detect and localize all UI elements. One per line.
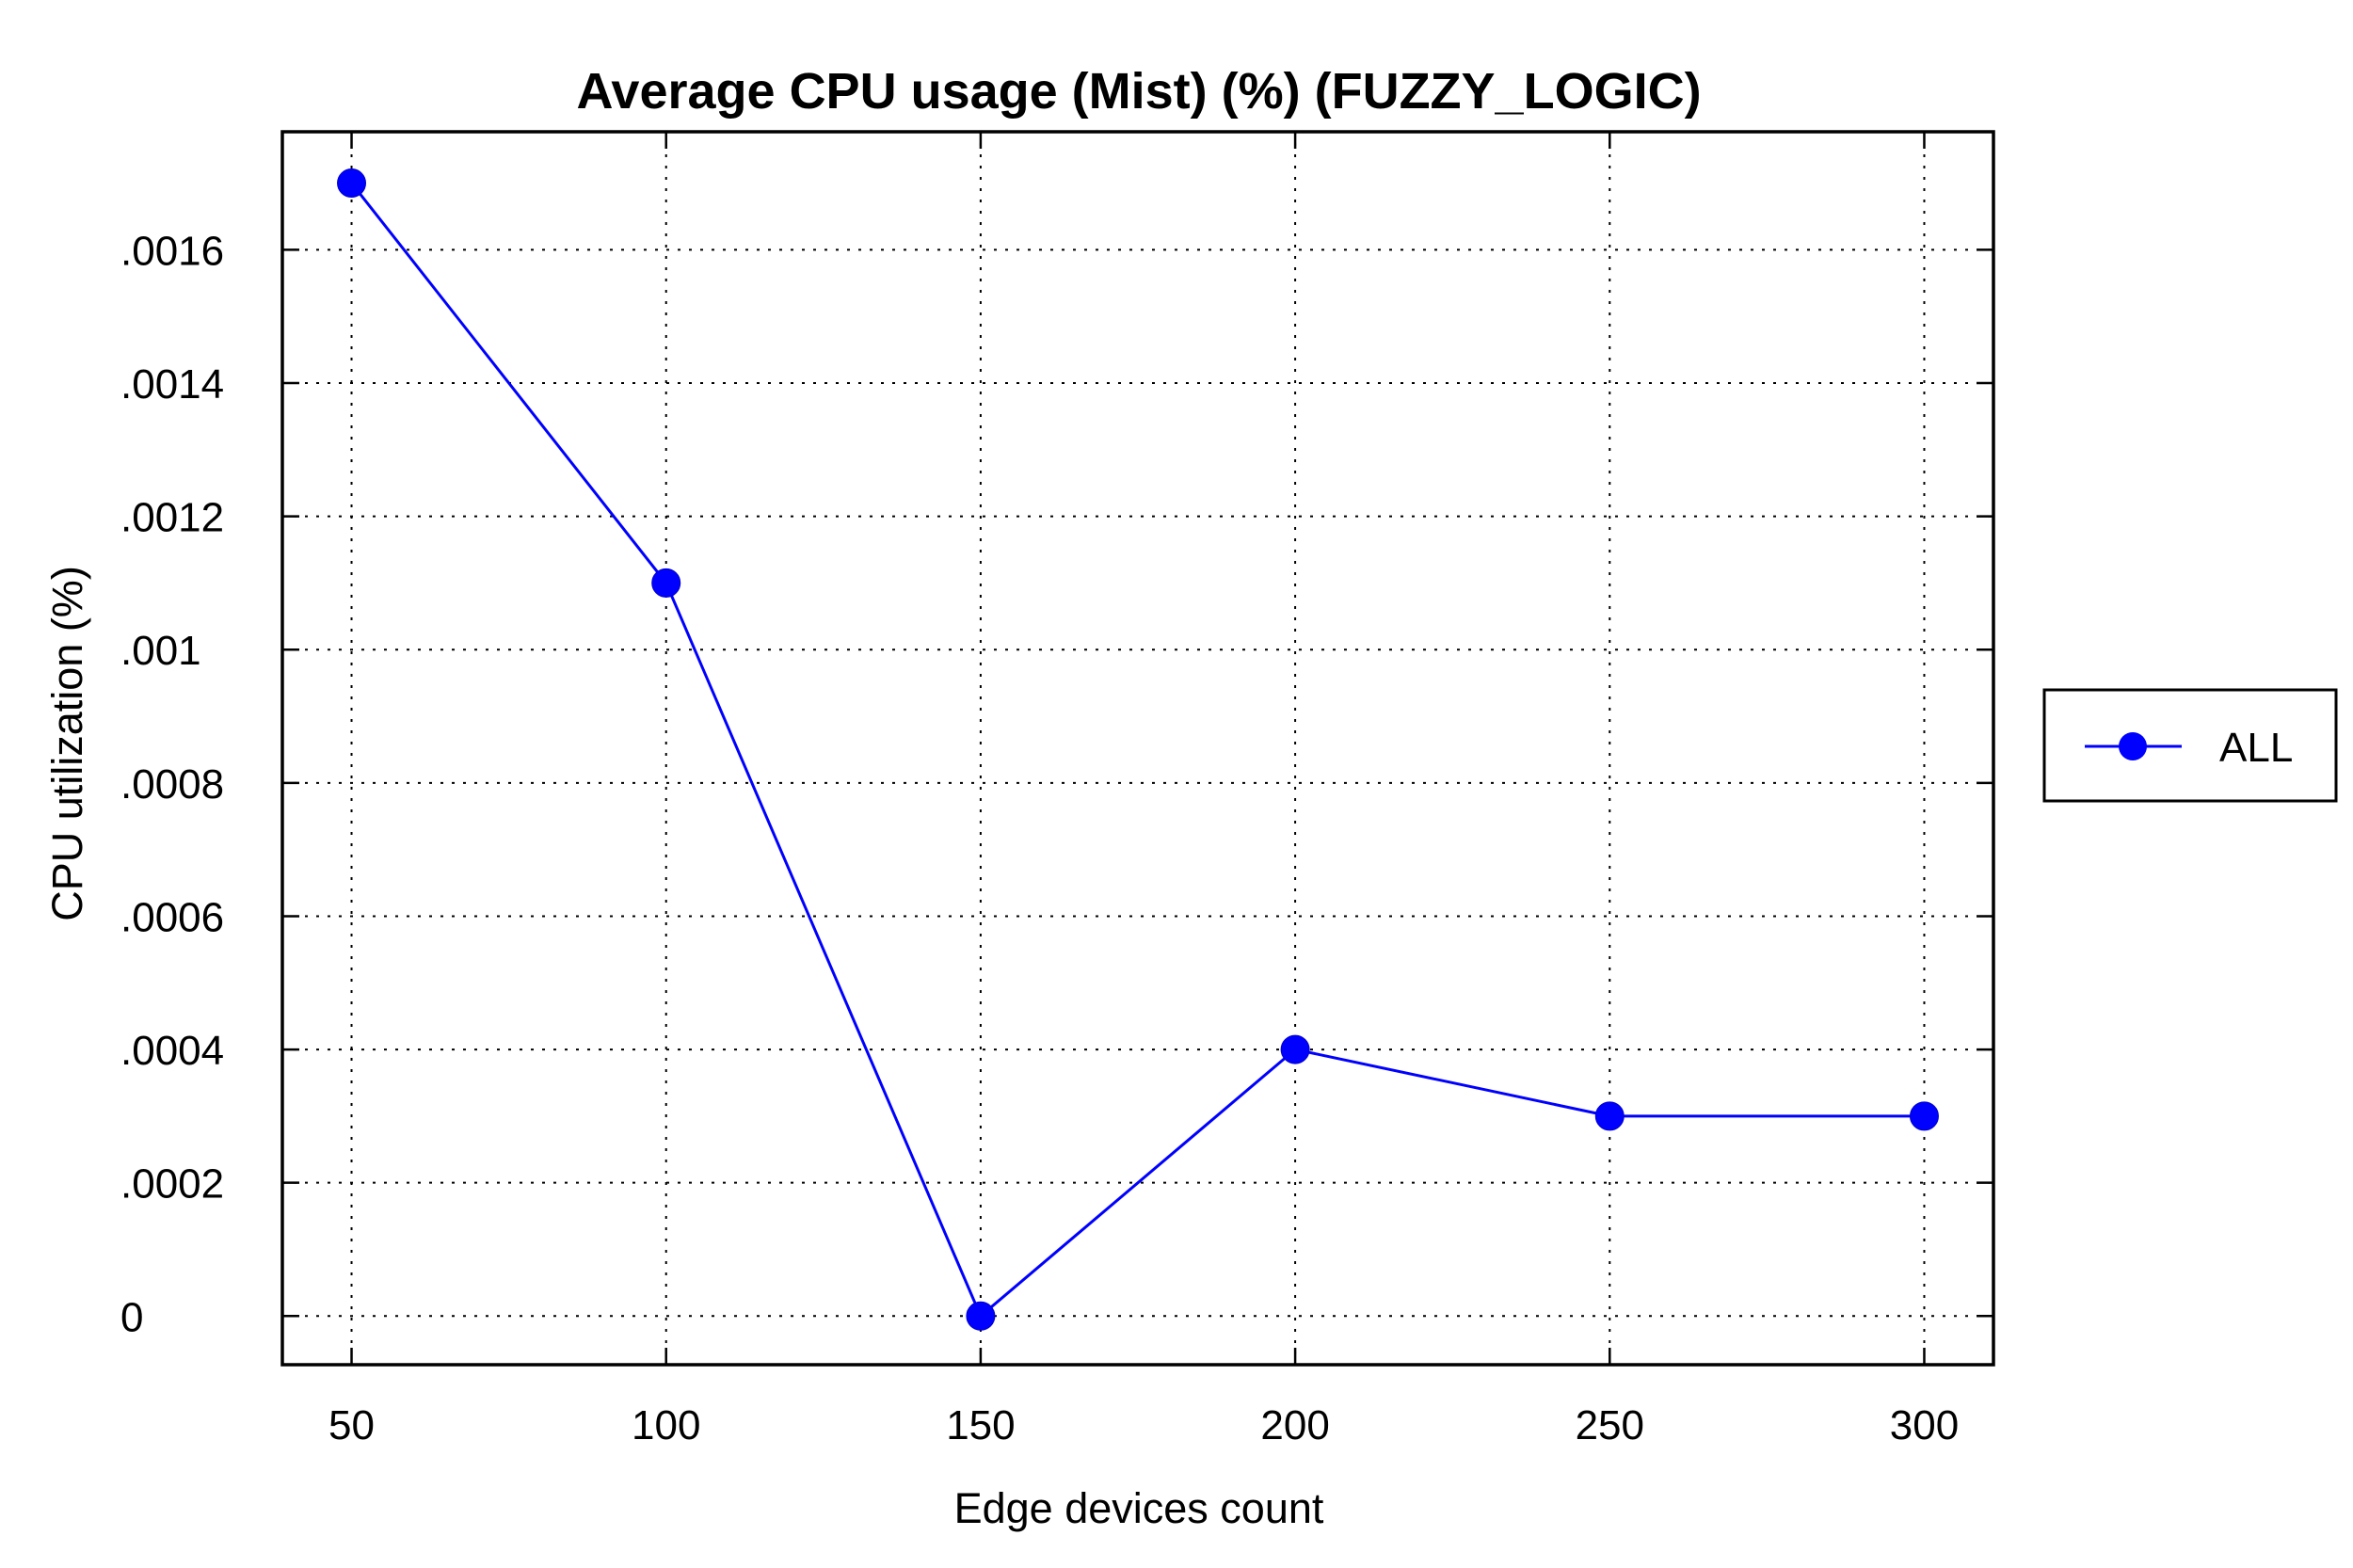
x-tick-label: 250 [1576,1402,1644,1448]
data-point [966,1301,996,1331]
y-tick-label: .0002 [120,1161,224,1208]
x-tick-label: 300 [1890,1402,1959,1448]
y-tick-label: .0016 [120,228,224,274]
y-tick-label: .0014 [120,361,224,408]
x-tick-label: 100 [632,1402,700,1448]
y-tick-label: .0008 [120,761,224,808]
y-tick-label: .0004 [120,1028,224,1074]
legend: ALL [2042,688,2338,803]
y-tick-label: .0012 [120,495,224,541]
y-tick-label: 0 [120,1294,143,1340]
legend-label: ALL [2219,725,2293,771]
x-tick-label: 150 [946,1402,1015,1448]
data-point [651,568,681,598]
data-point [337,168,367,199]
y-axis-label: CPU utilization (%) [43,566,91,921]
data-point [1909,1101,1939,1131]
plot-frame [280,130,1995,1367]
axis-ticks: 50 100 150 200 250 300 0 .0002 .0004 .0006 .0008 .0… [120,132,1993,1448]
chart-title: Average CPU usage (Mist) (%) (FUZZY_LOGI… [576,63,1701,120]
series-line [350,182,1925,1319]
grid [282,132,1993,1365]
x-tick-label: 50 [328,1402,375,1448]
y-tick-label: .001 [120,628,201,674]
x-tick-label: 200 [1260,1402,1329,1448]
x-axis-label: Edge devices count [954,1484,1324,1532]
data-point [1280,1034,1310,1064]
data-point [1594,1101,1625,1131]
y-tick-label: .0006 [120,894,224,940]
legend-marker [2119,732,2147,760]
series-layer [337,168,1939,1331]
